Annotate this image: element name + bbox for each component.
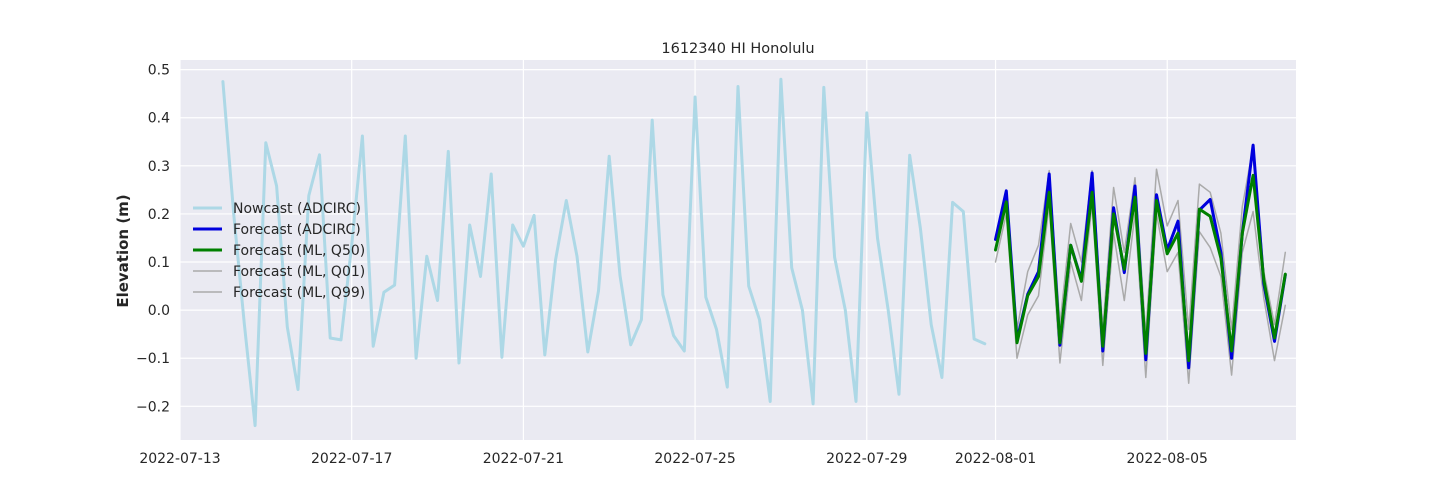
x-tick-label: 2022-08-01 bbox=[955, 451, 1036, 467]
y-tick-label: −0.1 bbox=[136, 351, 170, 367]
legend-label: Forecast (ADCIRC) bbox=[233, 222, 361, 238]
chart-title: 1612340 HI Honolulu bbox=[661, 41, 814, 57]
y-tick-label: 0.2 bbox=[148, 207, 170, 223]
y-tick-label: 0.1 bbox=[148, 255, 170, 271]
legend-label: Forecast (ML, Q99) bbox=[233, 285, 365, 301]
x-tick-label: 2022-07-21 bbox=[483, 451, 564, 467]
y-tick-labels: −0.2 −0.1 0.0 0.1 0.2 0.3 0.4 0.5 bbox=[136, 63, 170, 416]
x-tick-label: 2022-07-13 bbox=[139, 451, 220, 467]
series-layer bbox=[221, 77, 1287, 428]
x-tick-label: 2022-08-05 bbox=[1127, 451, 1208, 467]
y-axis-label: Elevation (m) bbox=[114, 194, 132, 307]
legend-label: Forecast (ML, Q01) bbox=[233, 264, 365, 280]
y-tick-label: 0.4 bbox=[148, 111, 170, 127]
x-tick-label: 2022-07-17 bbox=[311, 451, 392, 467]
legend-label: Nowcast (ADCIRC) bbox=[233, 201, 361, 217]
y-tick-label: −0.2 bbox=[136, 399, 170, 415]
x-tick-label: 2022-07-29 bbox=[826, 451, 907, 467]
y-tick-label: 0.0 bbox=[148, 303, 170, 319]
legend-label: Forecast (ML, Q50) bbox=[233, 243, 365, 259]
y-tick-label: 0.5 bbox=[148, 63, 170, 79]
legend: Nowcast (ADCIRC) Forecast (ADCIRC) Forecas… bbox=[193, 201, 365, 301]
x-tick-labels: 2022-07-13 2022-07-17 2022-07-21 2022-07-25… bbox=[139, 451, 1208, 467]
y-tick-label: 0.3 bbox=[148, 159, 170, 175]
series-line bbox=[994, 173, 1287, 363]
x-tick-label: 2022-07-25 bbox=[654, 451, 735, 467]
series-line bbox=[221, 77, 987, 428]
